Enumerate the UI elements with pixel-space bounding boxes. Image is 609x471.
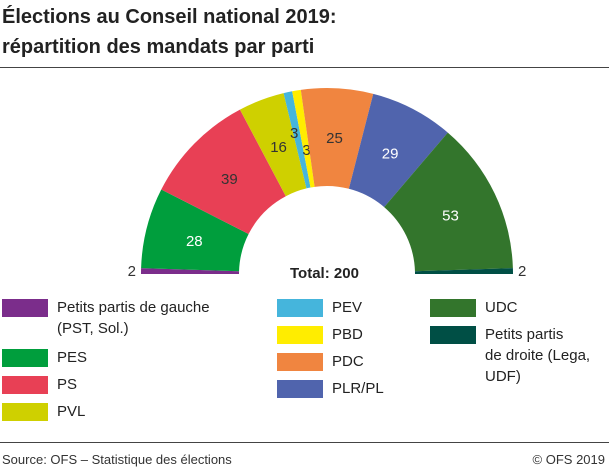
legend-text: de droite (Lega, — [485, 347, 591, 364]
legend-swatch — [277, 353, 323, 371]
segment-plrpl — [348, 93, 448, 208]
value-label: 29 — [382, 145, 399, 162]
legend-swatch — [2, 376, 48, 394]
value-label: 3 — [290, 125, 298, 142]
legend-text: PEV — [332, 299, 363, 316]
legend-swatch — [277, 299, 323, 317]
legend-label: PLR/PL — [332, 378, 384, 399]
legend-text: (PST, Sol.) — [57, 320, 129, 337]
legend-swatch — [2, 299, 48, 317]
legend-text: Petits partis de gauche — [57, 299, 210, 316]
legend-label: PDC — [332, 351, 364, 372]
value-label: 25 — [326, 130, 343, 147]
legend-label: PS — [57, 374, 77, 395]
legend-label: PVL — [57, 401, 85, 422]
legend-text: Petits partis — [485, 326, 564, 343]
segment-pvl — [239, 93, 307, 197]
legend-text: UDF) — [485, 368, 521, 385]
legend-label: Petits partis de droite (Lega, UDF) — [485, 324, 590, 387]
legend-text: PBD — [332, 326, 363, 343]
legend-text: PLR/PL — [332, 380, 384, 397]
bottom-rule — [0, 442, 609, 443]
legend-label: UDC — [485, 297, 518, 318]
title-line-1: Élections au Conseil national 2019: — [2, 6, 337, 28]
legend-swatch — [430, 299, 476, 317]
segment-udc — [384, 132, 513, 272]
legend-text: PES — [57, 349, 88, 366]
segment-pev — [283, 91, 311, 189]
title-line-2: répartition des mandats par parti — [2, 36, 315, 58]
chart-title: Élections au Conseil national 2019: répa… — [2, 2, 337, 62]
segment-pdc — [300, 87, 374, 189]
total-label: Total: 200 — [290, 265, 359, 282]
value-label: 39 — [221, 171, 238, 188]
segment-pbd — [292, 89, 315, 188]
legend-label: Petits partis de gauche (PST, Sol.) — [57, 297, 210, 339]
legend-label: PBD — [332, 324, 363, 345]
value-label: 2 — [128, 263, 136, 280]
legend-text: PVL — [57, 403, 86, 420]
value-label: 3 — [302, 142, 310, 159]
segment-petits — [414, 268, 513, 274]
value-label: 16 — [270, 139, 287, 156]
legend-swatch — [430, 326, 476, 344]
value-label: 53 — [442, 208, 459, 225]
legend-swatch — [277, 380, 323, 398]
legend-swatch — [2, 349, 48, 367]
legend-text: PS — [57, 376, 78, 393]
legend-text: UDC — [485, 299, 518, 316]
legend-label: PEV — [332, 297, 362, 318]
top-rule — [0, 67, 609, 68]
value-label: 28 — [186, 233, 203, 250]
legend-swatch — [277, 326, 323, 344]
source-note: Source: OFS – Statistique des élections — [2, 452, 232, 467]
segment-pes — [141, 189, 249, 272]
value-label: 2 — [518, 263, 526, 280]
legend-text: PDC — [332, 353, 364, 370]
segment-ps — [161, 109, 286, 235]
copyright: © OFS 2019 — [532, 452, 605, 467]
segment-petits — [141, 268, 240, 274]
legend-swatch — [2, 403, 48, 421]
legend-label: PES — [57, 347, 87, 368]
